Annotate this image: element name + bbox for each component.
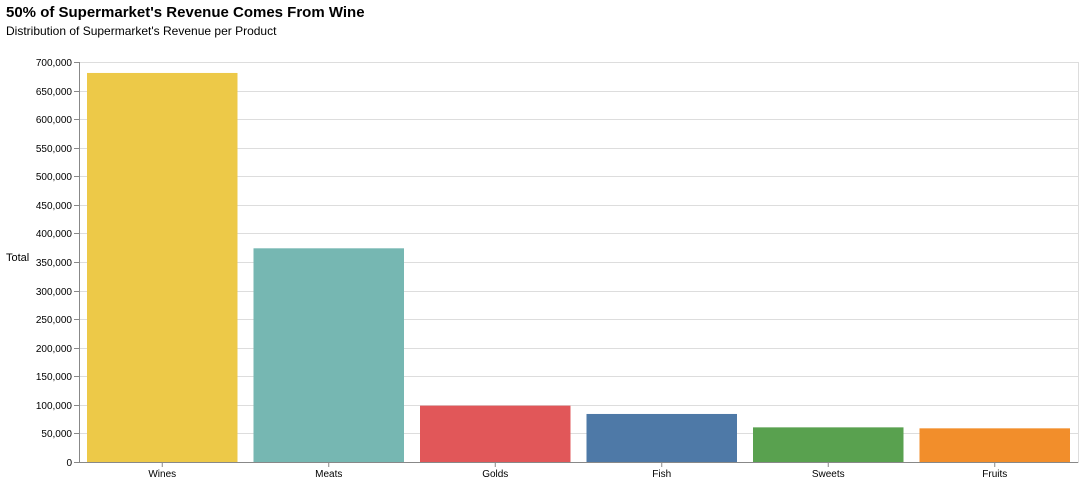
y-tick-label: 650,000 (36, 87, 73, 98)
y-axis-title: Total (6, 252, 29, 264)
chart-subtitle: Distribution of Supermarket's Revenue pe… (6, 24, 277, 38)
y-tick-label: 250,000 (36, 315, 73, 326)
y-tick-label: 600,000 (36, 115, 73, 126)
y-tick-label: 200,000 (36, 344, 73, 355)
y-tick-label: 450,000 (36, 201, 73, 212)
x-tick-label: Fruits (982, 469, 1007, 480)
x-tick-label: Sweets (812, 469, 845, 480)
y-tick-label: 300,000 (36, 287, 73, 298)
y-tick-label: 700,000 (36, 58, 73, 69)
x-tick-label: Wines (148, 469, 176, 480)
y-tick-label: 50,000 (41, 429, 72, 440)
bar-meats (253, 248, 404, 462)
chart-title: 50% of Supermarket's Revenue Comes From … (6, 4, 365, 21)
bar-fish (586, 413, 737, 462)
y-tick-label: 500,000 (36, 172, 73, 183)
y-tick-label: 400,000 (36, 229, 73, 240)
y-tick-label: 0 (66, 458, 72, 469)
x-tick-label: Golds (482, 469, 508, 480)
bar-sweets (753, 427, 904, 462)
y-tick-label: 100,000 (36, 401, 73, 412)
x-tick-label: Meats (315, 469, 342, 480)
y-tick-label: 350,000 (36, 258, 73, 269)
bars (87, 72, 1070, 463)
bar-fruits (919, 428, 1070, 462)
axes: 0 50,000 100,000 150,000 200,000 250,000 300,0… (36, 58, 1078, 480)
bar-wines (87, 72, 238, 463)
y-tick-label: 150,000 (36, 372, 73, 383)
x-tick-label: Fish (652, 469, 671, 480)
y-tick-label: 550,000 (36, 144, 73, 155)
bar-golds (420, 405, 571, 462)
